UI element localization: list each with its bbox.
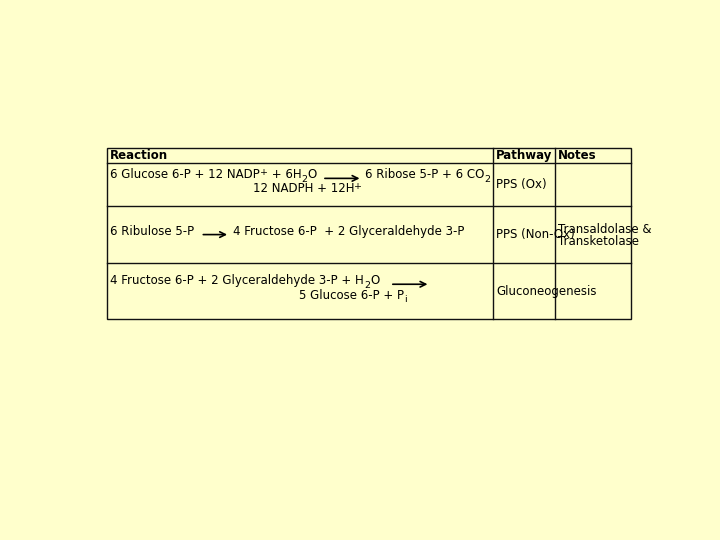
Text: i: i (404, 295, 407, 305)
Text: + 6H: + 6H (268, 168, 302, 181)
Text: 6 Ribose 5-P + 6 CO: 6 Ribose 5-P + 6 CO (365, 168, 484, 181)
Text: +: + (260, 168, 268, 177)
Text: O: O (307, 168, 320, 181)
Text: 4 Fructose 6-P + 2 Glyceraldehyde 3-P + H: 4 Fructose 6-P + 2 Glyceraldehyde 3-P + … (110, 274, 364, 287)
Text: 12 NADPH + 12H: 12 NADPH + 12H (253, 182, 354, 195)
Text: PPS (Non-Ox): PPS (Non-Ox) (496, 228, 575, 241)
Text: Pathway: Pathway (496, 149, 552, 162)
Bar (107, 148, 631, 319)
Text: Reaction: Reaction (110, 149, 168, 162)
Text: Transketolase: Transketolase (558, 235, 639, 248)
Text: 2: 2 (302, 175, 307, 184)
Text: Notes: Notes (558, 149, 597, 162)
Text: 6 Glucose 6-P + 12 NADP: 6 Glucose 6-P + 12 NADP (110, 168, 260, 181)
Text: Gluconeogenesis: Gluconeogenesis (496, 285, 597, 298)
Text: PPS (Ox): PPS (Ox) (496, 178, 546, 191)
Text: 2: 2 (484, 175, 490, 184)
Text: +: + (354, 182, 362, 191)
Text: 4 Fructose 6-P  + 2 Glyceraldehyde 3-P: 4 Fructose 6-P + 2 Glyceraldehyde 3-P (233, 225, 464, 238)
Text: O: O (370, 274, 379, 287)
Text: 6 Ribulose 5-P: 6 Ribulose 5-P (110, 225, 194, 238)
Text: Transaldolase &: Transaldolase & (558, 222, 652, 235)
Text: 2: 2 (364, 281, 370, 290)
Text: 5 Glucose 6-P + P: 5 Glucose 6-P + P (300, 289, 404, 302)
